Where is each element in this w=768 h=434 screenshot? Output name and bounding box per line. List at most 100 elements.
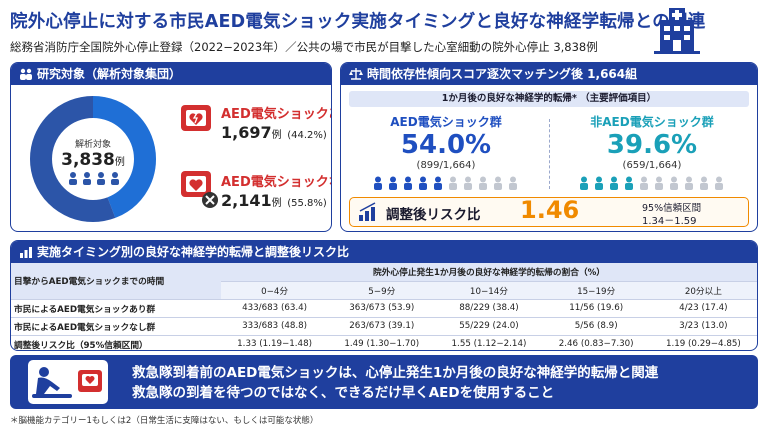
- aed-group-block: AED電気ショック群 54.0% (899/1,664): [349, 113, 543, 190]
- person-icon: [625, 176, 633, 190]
- donut-center-label: 解析対象: [74, 140, 111, 150]
- donut-center-number: 3,838例: [61, 150, 125, 170]
- table-cell: 4/23 (17.4): [649, 299, 757, 318]
- people-group-icon: [69, 172, 119, 185]
- table-cell: 433/683 (63.4): [221, 299, 329, 318]
- aed-no-count: 2,141例 (55.8%): [221, 191, 327, 210]
- timing-panel: 実施タイミング別の良好な神経学的転帰と調整後リスク比 目撃からAED電気ショック…: [10, 240, 758, 351]
- aed-group-title: AED電気ショック群: [390, 115, 502, 129]
- table-cell: 55/229 (24.0): [435, 317, 543, 336]
- table-cell: 1.19 (0.29−4.85): [649, 335, 757, 350]
- table-cell: 1.33 (1.19−1.48): [221, 335, 329, 350]
- hospital-icon: [654, 8, 700, 54]
- table-row: 市民によるAED電気ショックなし群 333/683 (48.8) 263/673 (…: [11, 317, 757, 336]
- people-icon: [20, 68, 32, 80]
- aed-group-frac: (899/1,664): [416, 160, 476, 171]
- group-divider: [549, 119, 550, 189]
- person-icon: [374, 176, 382, 190]
- bar-growth-icon: [359, 202, 376, 221]
- table-cell: 363/673 (53.9): [328, 299, 436, 318]
- person-icon: [700, 176, 708, 190]
- row-label: 市民によるAED電気ショックあり群: [11, 299, 221, 318]
- donut-center: 解析対象 3,838例: [38, 137, 148, 189]
- scale-icon: [349, 68, 363, 80]
- cpr-aed-icon: [28, 360, 108, 404]
- timing-panel-heading: 実施タイミング別の良好な神経学的転帰と調整後リスク比: [11, 241, 757, 263]
- person-icon: [494, 176, 502, 190]
- non-aed-group-pct: 39.6%: [606, 130, 698, 160]
- aed-yes-label: AED電気ショックあり: [221, 107, 331, 122]
- study-panel-heading: 研究対象（解析対象集団）: [11, 63, 331, 85]
- table-cell: 333/683 (48.8): [221, 317, 329, 336]
- conclusion-text: 救急隊到着前のAED電気ショックは、心停止発生1か月後の良好な神経学的転帰と関連…: [132, 363, 658, 403]
- person-icon: [479, 176, 487, 190]
- column-headers: 0−4分 5−9分 10−14分 15−19分 20分以上: [11, 281, 757, 300]
- person-icons: [374, 176, 517, 190]
- matching-panel: 時間依存性傾向スコア逐次マッチング後 1,664組 1か月後の良好な神経学的転帰…: [340, 62, 758, 232]
- timing-table: 目撃からAED電気ショックまでの時間 院外心停止発生1か月後の良好な神経学的転帰…: [11, 263, 757, 350]
- table-cell: 11/56 (19.6): [542, 299, 650, 318]
- table-body: 市民によるAED電気ショックあり群 433/683 (63.4) 363/673 (…: [11, 299, 757, 350]
- person-icon: [389, 176, 397, 190]
- conclusion-banner: 救急隊到着前のAED電気ショックは、心停止発生1か月後の良好な神経学的転帰と関連…: [10, 355, 758, 409]
- table-cell: 3/23 (13.0): [649, 317, 757, 336]
- table-cell: 1.55 (1.12−2.14): [435, 335, 543, 350]
- non-aed-group-block: 非AED電気ショック群 39.6% (659/1,664): [555, 113, 749, 190]
- risk-ratio-box: 調整後リスク比 1.46 95%信頼区間 1.34－1.59: [349, 196, 749, 227]
- page-subtitle: 総務省消防庁全国院外心停止登録（2022−2023年）／公共の場で市民が目撃した…: [10, 40, 598, 54]
- person-icon: [715, 176, 723, 190]
- person-icon: [449, 176, 457, 190]
- person-icons: [580, 176, 723, 190]
- risk-ratio-label: 調整後リスク比: [386, 207, 481, 223]
- row-label: 市民によるAED電気ショックなし群: [11, 317, 221, 336]
- conclusion-line-1: 救急隊到着前のAED電気ショックは、心停止発生1か月後の良好な神経学的転帰と関連: [132, 365, 659, 381]
- person-icon: [595, 176, 603, 190]
- outcome-label: 1か月後の良好な神経学的転帰* （主要評価項目）: [349, 91, 749, 107]
- table-cell: 5/56 (8.9): [542, 317, 650, 336]
- footnote: ＊脳機能カテゴリー1もしくは2（日常生活に支障はない、もしくは可能な状態）: [10, 416, 319, 426]
- column-header: 0−4分: [221, 281, 329, 300]
- aed-yes-count: 1,697例 (44.2%): [221, 123, 327, 142]
- aed-unused-icon: [181, 171, 218, 208]
- page-title: 院外心停止に対する市民AED電気ショック実施タイミングと良好な神経学転帰との関連: [10, 12, 706, 32]
- person-icon: [464, 176, 472, 190]
- table-cell: 2.46 (0.83−7.30): [542, 335, 650, 350]
- matching-panel-heading: 時間依存性傾向スコア逐次マッチング後 1,664組: [341, 63, 757, 85]
- column-header: 20分以上: [649, 281, 757, 300]
- table-row: 市民によるAED電気ショックあり群 433/683 (63.4) 363/673 (…: [11, 299, 757, 318]
- column-header: 15−19分: [542, 281, 650, 300]
- row-label: 調整後リスク比（95%信頼区間）: [11, 335, 221, 350]
- person-icon: [419, 176, 427, 190]
- person-icon: [685, 176, 693, 190]
- aed-group-people-icons: [349, 175, 543, 190]
- study-panel: 研究対象（解析対象集団） 解析対象 3,838例 AED電気ショックあり 1,6…: [10, 62, 332, 232]
- aed-group-pct: 54.0%: [400, 130, 492, 160]
- col-group-header: 院外心停止発生1か月後の良好な神経学的転帰の割合（%）: [221, 263, 757, 282]
- person-icon: [509, 176, 517, 190]
- risk-ci-label: 95%信頼区間: [642, 203, 702, 214]
- person-icon: [655, 176, 663, 190]
- person-icon: [404, 176, 412, 190]
- table-row: 調整後リスク比（95%信頼区間） 1.33 (1.19−1.48) 1.49 (1.…: [11, 335, 757, 350]
- person-icon: [580, 176, 588, 190]
- row-header: 目撃からAED電気ショックまでの時間: [11, 263, 221, 300]
- person-icon: [670, 176, 678, 190]
- population-donut: [30, 96, 156, 222]
- non-aed-group-people-icons: [555, 175, 749, 190]
- table-cell: 263/673 (39.1): [328, 317, 436, 336]
- conclusion-line-2: 救急隊の到着を待つのではなく、できるだけ早くAEDを使用すること: [132, 385, 555, 401]
- aed-no-label: AED電気ショックなし: [221, 175, 331, 190]
- column-header: 10−14分: [435, 281, 543, 300]
- person-icon: [610, 176, 618, 190]
- table-cell: 1.49 (1.30−1.70): [328, 335, 436, 350]
- person-icon: [434, 176, 442, 190]
- donut-segment-aed-no: [30, 96, 156, 222]
- non-aed-group-title: 非AED電気ショック群: [590, 115, 714, 129]
- non-aed-group-frac: (659/1,664): [622, 160, 682, 171]
- risk-ratio-value: 1.46: [520, 196, 580, 224]
- aed-device-icon: [181, 105, 211, 131]
- person-icon: [640, 176, 648, 190]
- column-header: 5−9分: [328, 281, 436, 300]
- risk-ci-value: 1.34－1.59: [642, 216, 697, 227]
- table-cell: 88/229 (38.4): [435, 299, 543, 318]
